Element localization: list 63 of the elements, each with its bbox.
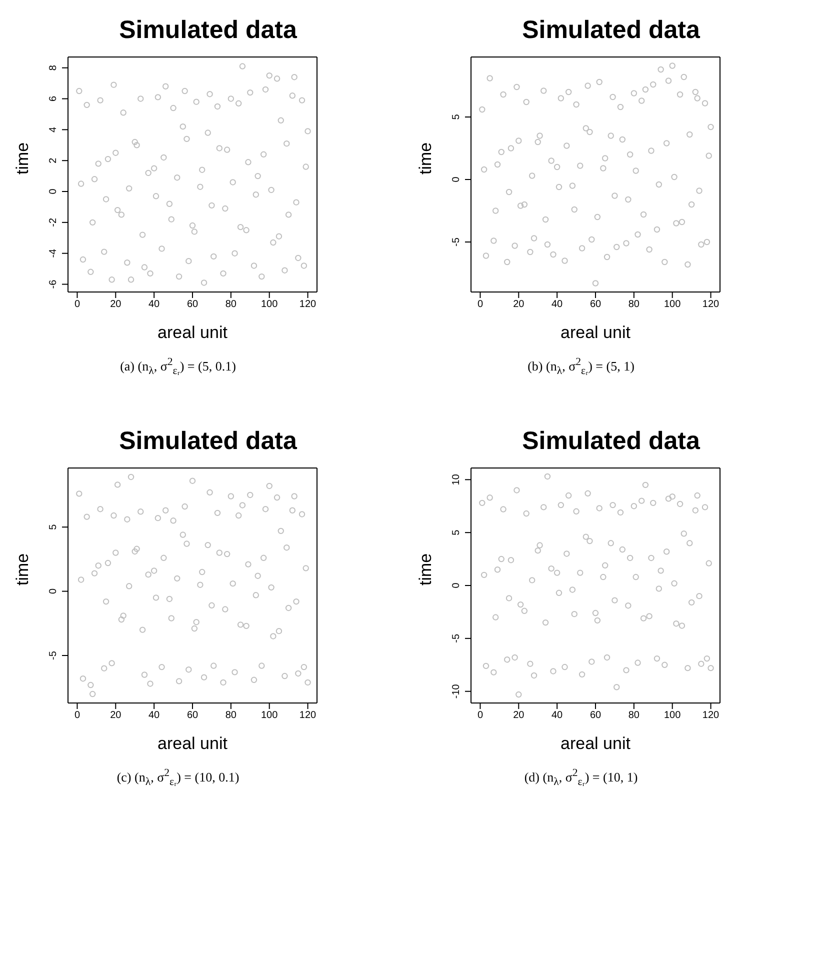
x-tick-label: 120: [299, 299, 317, 310]
x-axis-title: areal unit: [560, 323, 631, 342]
y-axis-title: time: [416, 553, 436, 586]
x-tick-label: 0: [477, 299, 484, 310]
y-tick-label: 4: [48, 126, 59, 132]
y-tick-label: 0: [451, 582, 462, 588]
x-axis-title: areal unit: [560, 734, 631, 753]
x-tick-label: 100: [664, 710, 682, 722]
x-tick-label: 0: [74, 299, 80, 310]
text: (c) (n$_{λ}$, σ$^{2}$$_{εᵣ}$) = (10, 0.1): [116, 766, 240, 788]
text: (a) (n$_{λ}$, σ$^{2}$$_{εᵣ}$) = (5, 0.1): [119, 356, 237, 377]
x-tick-label: 60: [186, 299, 198, 310]
y-tick-label: 0: [451, 176, 462, 182]
x-tick-label: 60: [186, 710, 198, 722]
x-axis-title: areal unit: [158, 323, 228, 342]
x-axis-title: areal unit: [158, 734, 228, 753]
y-tick-label: 6: [48, 96, 59, 102]
x-tick-label: 80: [628, 710, 640, 722]
x-tick-label: 80: [225, 299, 237, 310]
x-tick-label: 60: [590, 710, 602, 722]
x-tick-label: 0: [477, 710, 484, 722]
y-tick-label: 10: [451, 474, 462, 486]
y-tick-label: 2: [48, 157, 59, 164]
y-axis-title: time: [13, 553, 32, 586]
y-tick-label: 0: [48, 188, 59, 194]
y-tick-label: -6: [48, 279, 59, 289]
y-tick-label: 5: [451, 529, 462, 536]
x-tick-label: 40: [552, 710, 564, 722]
x-tick-label: 80: [628, 299, 640, 310]
y-tick-label: -5: [451, 633, 462, 643]
y-tick-label: 5: [48, 524, 59, 530]
x-tick-label: 20: [513, 710, 525, 722]
x-tick-label: 60: [590, 299, 602, 310]
text: (d) (n$_{λ}$, σ$^{2}$$_{εᵣ}$) = (10, 1): [523, 766, 639, 788]
y-tick-label: 0: [48, 588, 59, 594]
x-tick-label: 120: [702, 299, 720, 310]
y-axis-title: time: [416, 142, 436, 174]
x-tick-label: 100: [664, 299, 682, 310]
y-tick-label: -5: [451, 237, 462, 246]
y-axis-title: time: [13, 142, 32, 174]
y-tick-label: -10: [451, 684, 462, 699]
y-tick-label: -2: [48, 218, 59, 227]
x-tick-label: 20: [110, 299, 122, 310]
x-tick-label: 40: [148, 299, 160, 310]
x-tick-label: 80: [225, 710, 237, 722]
x-tick-label: 40: [148, 710, 160, 722]
y-tick-label: 8: [48, 64, 59, 71]
chart-title: Simulated data: [521, 426, 701, 457]
x-tick-label: 100: [261, 710, 278, 722]
chart-title: Simulated data: [118, 16, 298, 46]
x-tick-label: 0: [74, 710, 80, 722]
x-tick-label: 40: [552, 299, 564, 310]
y-tick-label: 5: [451, 114, 462, 120]
x-tick-label: 20: [513, 299, 525, 310]
chart-title: Simulated data: [118, 426, 298, 457]
chart-title: Simulated data: [521, 16, 701, 46]
x-tick-label: 100: [261, 299, 278, 310]
text: (b) (n$_{λ}$, σ$^{2}$$_{εᵣ}$) = (5, 1): [526, 356, 636, 377]
x-tick-label: 120: [299, 710, 317, 722]
y-tick-label: -5: [48, 650, 59, 660]
x-tick-label: 120: [702, 710, 720, 722]
y-tick-label: -4: [48, 248, 59, 258]
x-tick-label: 20: [110, 710, 122, 722]
